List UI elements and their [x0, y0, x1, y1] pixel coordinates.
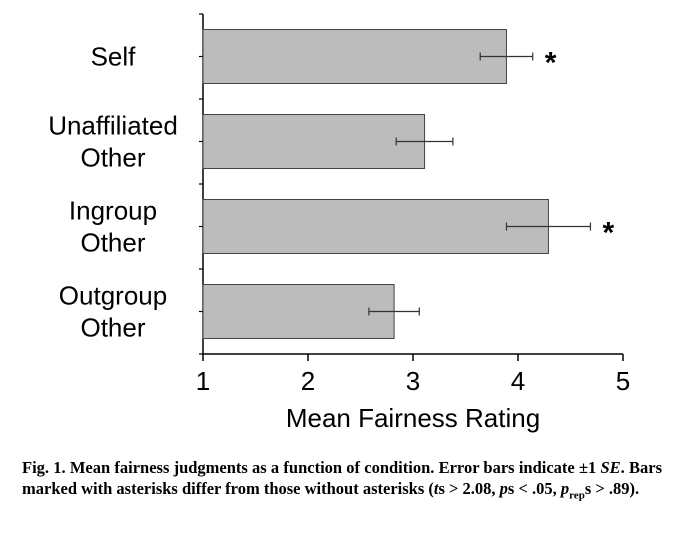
caption-se: SE [600, 458, 621, 477]
bar [202, 199, 549, 254]
caption-text: Mean fairness judgments as a function of… [69, 458, 597, 477]
caption-t-rest: s > 2.08, [438, 479, 500, 498]
caption-t: t [433, 479, 439, 498]
caption-prep-sub: rep [569, 489, 585, 502]
x-tick-label: 1 [196, 366, 210, 396]
caption-prep: p [560, 479, 570, 498]
caption-prep-rest: s > .89). [584, 479, 640, 498]
caption-text-2: . Bars marked with asterisks differ from… [22, 458, 662, 498]
x-tick-label: 5 [616, 366, 630, 396]
significance-asterisk: * [545, 47, 557, 80]
significance-asterisk: * [602, 217, 614, 250]
caption-p-rest: s < .05, [507, 479, 561, 498]
category-label: Ingroup [69, 196, 157, 226]
bar [202, 29, 507, 84]
category-label: Outgroup [59, 281, 167, 311]
category-label: Other [80, 143, 145, 173]
figure-caption: Fig. 1. Mean fairness judgments as a fun… [22, 457, 662, 506]
bar-chart: 1 2 3 4 5 Mean Fairness Rating * Self Unaffiliat… [48, 13, 630, 433]
caption-p: p [499, 479, 508, 498]
category-label: Self [91, 42, 137, 72]
bar [202, 114, 426, 169]
category-label: Other [80, 313, 145, 343]
category-label: Unaffiliated [48, 111, 178, 141]
x-axis-title: Mean Fairness Rating [286, 403, 540, 433]
x-tick-label: 3 [406, 366, 420, 396]
bar [202, 284, 395, 339]
category-label: Other [80, 228, 145, 258]
x-tick-label: 2 [301, 366, 315, 396]
caption-label: Fig. 1. [22, 458, 66, 477]
x-tick-label: 4 [511, 366, 525, 396]
